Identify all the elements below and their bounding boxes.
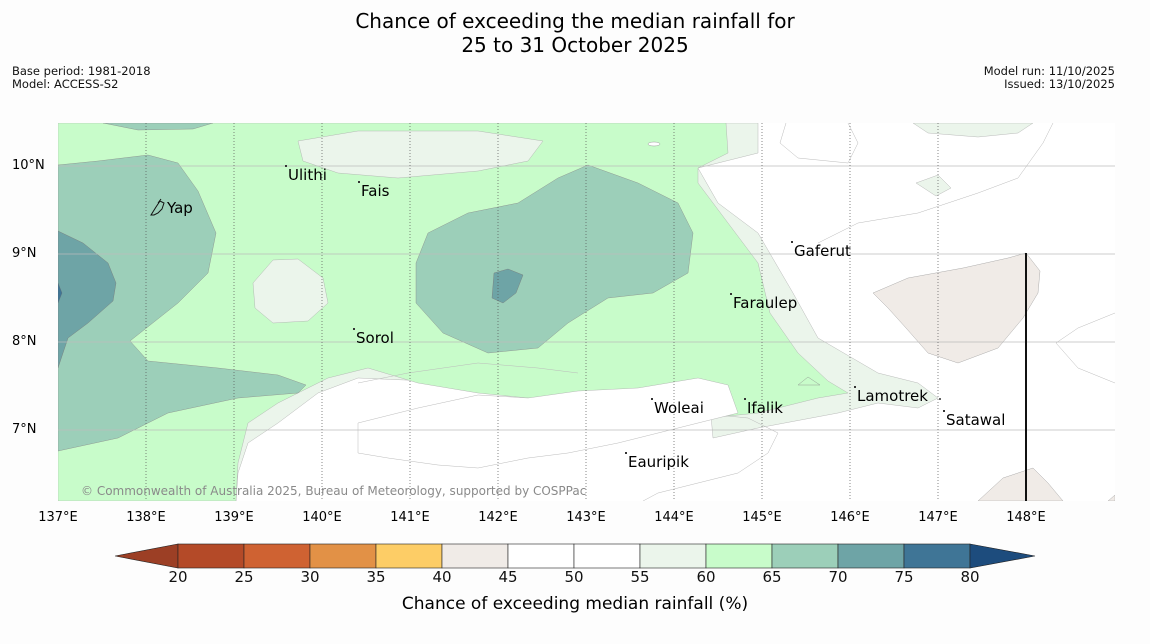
place-woleai: Woleai (651, 398, 704, 417)
lat-label-10n: 10°N (12, 158, 45, 173)
contour-40-45-east (872, 252, 1041, 364)
colorbar-bin-35-40 (375, 543, 443, 569)
yap-island-icon (150, 198, 165, 216)
lon-label-139e: 139°E (214, 510, 254, 525)
small-white-patch (647, 141, 661, 147)
issued-date: Issued: 13/10/2025 (1004, 77, 1115, 91)
colorbar-tick-80: 80 (960, 568, 980, 586)
model-run: Model run: 11/10/2025 (983, 64, 1115, 78)
contour-50-55-white (357, 377, 739, 469)
lon-label-138e: 138°E (126, 510, 166, 525)
colorbar-bin-45-50 (507, 543, 575, 569)
colorbar-bin-25-30 (243, 543, 311, 569)
islet-dot (939, 398, 941, 400)
place-yap: Yap (167, 199, 193, 217)
colorbar-tick-60: 60 (696, 568, 716, 586)
chart-title: Chance of exceeding the median rainfall … (0, 9, 1150, 57)
place-gaferut: Gaferut (791, 241, 851, 260)
colorbar-tick-25: 25 (234, 568, 254, 586)
lat-label-9n: 9°N (12, 246, 37, 261)
lon-label-137e: 137°E (38, 510, 78, 525)
place-faraulep: Faraulep (730, 293, 797, 312)
colorbar-low-arrow (115, 543, 179, 569)
contour-40-45-se (977, 467, 1064, 501)
colorbar-bin-50-55 (573, 543, 641, 569)
contour-55-60-ne (912, 123, 1034, 138)
colorbar-tick-20: 20 (168, 568, 188, 586)
contour-75-80-west (58, 282, 63, 304)
colorbar-tick-50: 50 (564, 568, 584, 586)
lat-label-7n: 7°N (12, 422, 37, 437)
colorbar-tick-70: 70 (828, 568, 848, 586)
base-period: Base period: 1981-2018 (12, 64, 151, 78)
contour-line-east-2 (817, 123, 1054, 244)
place-fais: Fais (358, 181, 389, 200)
title-line-2: 25 to 31 October 2025 (461, 33, 689, 57)
lon-label-140e: 140°E (302, 510, 342, 525)
contour-65-70-west (58, 154, 307, 452)
place-sorol: Sorol (353, 328, 394, 347)
colorbar-label: Chance of exceeding median rainfall (%) (401, 594, 749, 614)
colorbar-bin-75-80 (903, 543, 971, 569)
colorbar (115, 543, 1036, 569)
title-line-1: Chance of exceeding the median rainfall … (355, 9, 795, 33)
colorbar-bin-70-75 (837, 543, 905, 569)
contour-line-east-1 (779, 123, 859, 164)
gridlines (58, 123, 1115, 501)
colorbar-tick-55: 55 (630, 568, 650, 586)
contour-55-60-ne2 (915, 174, 952, 197)
colorbar-tick-30: 30 (300, 568, 320, 586)
copyright-notice: © Commonwealth of Australia 2025, Bureau… (81, 484, 587, 498)
contour-65-70-central (415, 164, 694, 354)
lon-label-143e: 143°E (566, 510, 606, 525)
map-svg (58, 123, 1115, 501)
map-panel[interactable]: Ulithi Fais Yap Gaferut Faraulep Sorol L… (58, 123, 1115, 501)
place-ulithi: Ulithi (285, 165, 327, 184)
colorbar-tick-45: 45 (498, 568, 518, 586)
colorbar-bin-40-45 (441, 543, 509, 569)
contour-40-45-se2 (1107, 494, 1115, 501)
lon-label-141e: 141°E (390, 510, 430, 525)
lon-label-148e: 148°E (1006, 510, 1046, 525)
contour-line-east-5 (357, 362, 579, 384)
contour-55-60-inner (252, 258, 329, 324)
contour-65-70-north (102, 123, 214, 131)
contour-70-75-central (491, 268, 524, 304)
contour-70-75-west (58, 230, 117, 369)
colorbar-bin-60-65 (705, 543, 773, 569)
place-satawal: Satawal (943, 410, 1005, 429)
lon-label-147e: 147°E (918, 510, 958, 525)
meta-left: Base period: 1981-2018 Model: ACCESS-S2 (12, 65, 151, 91)
contour-line-east-3 (1055, 312, 1115, 384)
colorbar-high-arrow (969, 543, 1036, 569)
colorbar-bin-20-25 (177, 543, 245, 569)
lon-label-142e: 142°E (478, 510, 518, 525)
model-name: Model: ACCESS-S2 (12, 77, 119, 91)
colorbar-tick-40: 40 (432, 568, 452, 586)
lon-label-144e: 144°E (654, 510, 694, 525)
lat-label-8n: 8°N (12, 334, 37, 349)
colorbar-bin-30-35 (309, 543, 377, 569)
colorbar-bin-55-60 (639, 543, 707, 569)
contour-60-65-patch (797, 376, 821, 386)
colorbar-bin-65-70 (771, 543, 839, 569)
place-ifalik: Ifalik (744, 398, 783, 417)
colorbar-tick-35: 35 (366, 568, 386, 586)
meta-right: Model run: 11/10/2025 Issued: 13/10/2025 (984, 65, 1115, 91)
colorbar-tick-75: 75 (894, 568, 914, 586)
place-eauripik: Eauripik (625, 452, 689, 471)
lon-label-146e: 146°E (830, 510, 870, 525)
colorbar-tick-65: 65 (762, 568, 782, 586)
lon-label-145e: 145°E (742, 510, 782, 525)
place-lamotrek: Lamotrek (854, 386, 928, 405)
